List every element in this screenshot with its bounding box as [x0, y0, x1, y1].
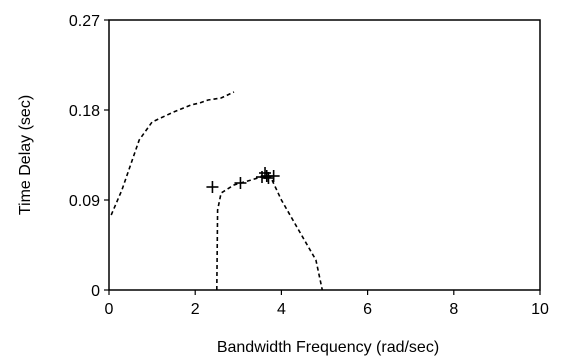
plot-frame [108, 19, 541, 291]
series-layer [110, 91, 324, 291]
y-tick-label: 0.09 [69, 193, 100, 210]
series-2-line [216, 175, 324, 291]
plus-marker [267, 170, 280, 182]
x-tick-label: 10 [531, 301, 549, 318]
plus-marker [206, 181, 219, 193]
x-tick-label: 4 [277, 301, 286, 318]
x-tick-label: 2 [191, 301, 200, 318]
plus-marker [262, 172, 275, 184]
plot-area [108, 19, 541, 291]
x-tick-label: 8 [449, 301, 458, 318]
x-axis-title: Bandwidth Frequency (rad/sec) [217, 339, 439, 356]
y-tick-label: 0.18 [69, 103, 100, 120]
x-tick-label: 6 [363, 301, 372, 318]
series-1-line [110, 91, 235, 216]
y-tick-label: 0 [91, 283, 100, 300]
ticks-layer: 0 2 4 6 8 10 0 0.09 0.18 0.27 [69, 13, 549, 318]
plus-marker [234, 177, 247, 189]
x-tick-label: 0 [105, 301, 114, 318]
y-tick-label: 0.27 [69, 13, 100, 30]
y-axis-title: Time Delay (sec) [17, 95, 34, 215]
